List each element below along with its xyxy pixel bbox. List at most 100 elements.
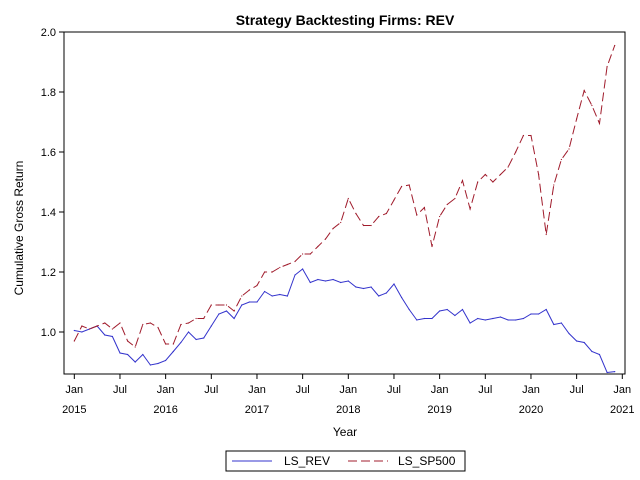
data-point-ls-sp500 (568, 148, 570, 150)
data-point-ls-sp500 (241, 295, 243, 297)
data-point-ls-sp500 (385, 212, 387, 215)
data-point-ls-rev (81, 331, 83, 333)
data-point-ls-sp500 (576, 118, 578, 120)
data-point-ls-sp500 (233, 310, 235, 312)
data-point-ls-rev (134, 361, 136, 363)
data-point-ls-sp500 (446, 203, 448, 206)
data-point-ls-rev (332, 278, 334, 281)
data-point-ls-sp500 (408, 184, 410, 186)
data-point-ls-sp500 (256, 284, 258, 287)
data-point-ls-rev (294, 274, 296, 276)
data-point-ls-rev (423, 317, 425, 320)
data-point-ls-rev (127, 353, 129, 356)
data-point-ls-sp500 (165, 343, 167, 345)
data-point-ls-rev (347, 280, 349, 282)
x-tick-label-month: Jan (65, 384, 83, 396)
data-point-ls-sp500 (81, 325, 83, 327)
data-point-ls-sp500 (309, 253, 311, 255)
data-point-ls-rev (553, 323, 555, 326)
data-point-ls-sp500 (218, 304, 220, 306)
x-tick-label-month: Jul (113, 384, 127, 396)
data-point-ls-sp500 (393, 199, 395, 201)
y-axis: 1.0 1.2 1.4 1.6 1.8 2.0 (41, 27, 64, 339)
series-line-ls-rev (74, 268, 615, 374)
data-point-ls-rev (180, 341, 182, 344)
data-point-ls-rev (522, 317, 525, 320)
data-point-ls-rev (172, 350, 174, 353)
data-point-ls-sp500 (157, 326, 159, 329)
data-point-ls-rev (256, 301, 258, 303)
data-point-ls-sp500 (499, 173, 502, 176)
data-point-ls-rev (492, 317, 494, 320)
data-point-ls-rev (370, 286, 372, 288)
x-tick-label-month: Jan (339, 384, 357, 396)
y-tick-label: 1.8 (41, 87, 56, 99)
data-point-ls-sp500 (370, 224, 372, 227)
data-point-ls-rev (583, 341, 585, 344)
data-point-ls-rev (439, 310, 441, 312)
data-point-ls-rev (530, 313, 532, 315)
data-point-ls-sp500 (225, 304, 228, 306)
data-point-ls-rev (469, 322, 471, 324)
x-tick-label-year: 2021 (610, 404, 634, 416)
data-point-ls-sp500 (431, 245, 433, 248)
legend: LS_REV LS_SP500 (232, 454, 456, 468)
x-tick-label-month: Jan (613, 384, 631, 396)
data-point-ls-sp500 (461, 179, 464, 182)
data-point-ls-sp500 (423, 206, 425, 209)
data-point-ls-sp500 (347, 197, 349, 200)
data-point-ls-rev (195, 338, 197, 341)
data-point-ls-rev (408, 308, 410, 311)
data-point-ls-rev (165, 359, 167, 362)
data-point-ls-rev (233, 317, 235, 320)
data-point-ls-sp500 (302, 253, 304, 255)
x-tick-label-month: Jan (248, 384, 266, 396)
data-point-ls-rev (598, 353, 601, 356)
series-line-ls-sp500 (73, 45, 616, 348)
legend-label-ls-sp500: LS_SP500 (398, 454, 456, 468)
data-point-ls-sp500 (492, 181, 494, 183)
data-point-ls-sp500 (317, 245, 319, 248)
data-point-ls-sp500 (591, 104, 593, 107)
data-point-ls-sp500 (484, 173, 486, 176)
data-point-ls-rev (355, 286, 357, 288)
data-point-ls-rev (416, 319, 418, 321)
data-point-ls-sp500 (362, 224, 365, 227)
x-tick-label-month: Jul (478, 384, 492, 396)
data-point-ls-sp500 (264, 271, 266, 273)
data-point-ls-sp500 (104, 322, 106, 324)
series-lines (73, 44, 616, 374)
data-point-ls-sp500 (127, 340, 129, 342)
data-point-ls-sp500 (340, 221, 342, 224)
x-tick-label-year: 2016 (153, 404, 177, 416)
data-point-ls-rev (271, 295, 273, 297)
data-point-ls-rev (241, 304, 243, 306)
x-tick-label-month: Jul (204, 384, 218, 396)
data-point-ls-sp500 (248, 289, 250, 291)
data-point-ls-sp500 (88, 328, 91, 330)
data-point-ls-rev (203, 337, 205, 339)
data-point-ls-rev (499, 316, 502, 318)
x-tick-label-month: Jan (157, 384, 175, 396)
data-point-ls-rev (279, 293, 281, 296)
y-tick-label: 1.2 (41, 267, 56, 279)
data-point-ls-sp500 (378, 215, 380, 218)
data-point-ls-rev (104, 334, 106, 336)
data-point-ls-rev (340, 281, 342, 284)
data-point-ls-sp500 (439, 215, 441, 218)
data-point-ls-rev (248, 301, 250, 303)
data-point-ls-rev (157, 362, 159, 365)
data-point-ls-rev (393, 283, 395, 285)
x-tick-label-month: Jul (570, 384, 584, 396)
data-point-ls-sp500 (210, 304, 212, 306)
data-point-ls-sp500 (538, 173, 540, 176)
data-point-ls-sp500 (111, 328, 113, 330)
data-point-ls-sp500 (324, 238, 327, 240)
data-point-ls-sp500 (477, 181, 479, 183)
data-point-ls-rev (309, 281, 311, 284)
data-point-ls-sp500 (203, 317, 205, 320)
data-point-ls-sp500 (401, 185, 403, 188)
plot-frame (63, 31, 626, 375)
data-point-ls-rev (538, 313, 540, 315)
data-point-ls-sp500 (530, 134, 532, 137)
